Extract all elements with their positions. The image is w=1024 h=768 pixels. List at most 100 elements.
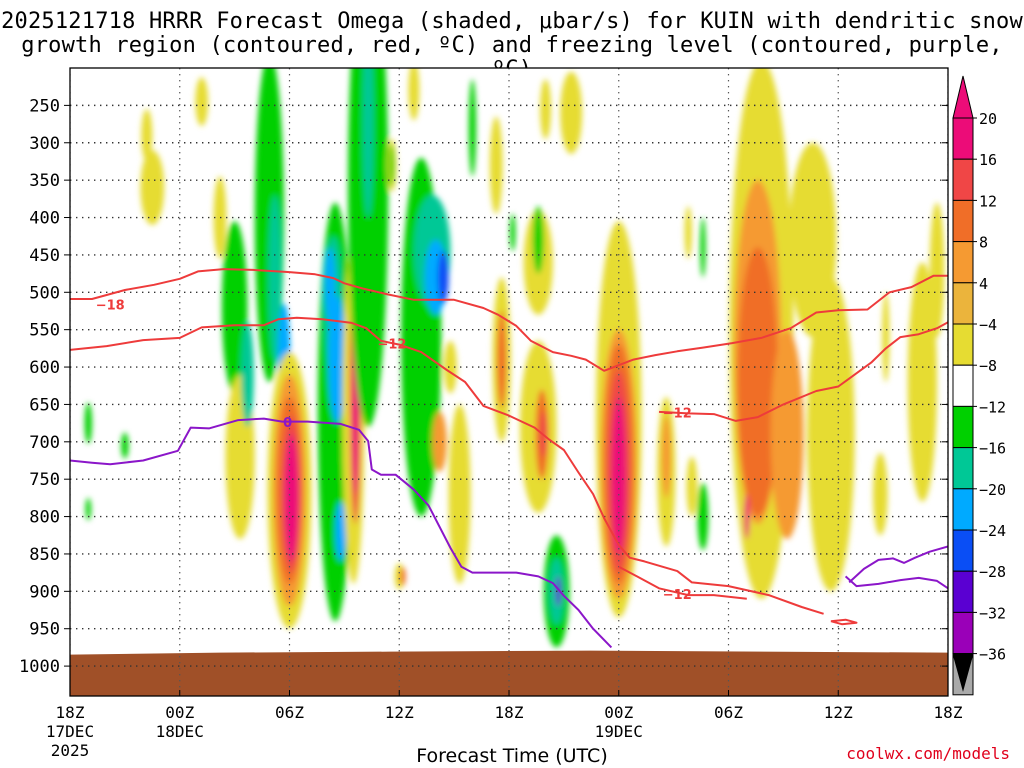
x-tick-year-0: 2025 [51,741,90,760]
omega-cell-0 [84,402,92,444]
omega-cell-60 [611,396,627,554]
x-tick-label-30: 00Z [604,703,633,722]
x-tick-label-24: 18Z [495,703,524,722]
y-axis: 250 300 350 400 450 500 550 600 650 700 750 800 850 9… [19,96,948,677]
colorbar-swatch-7 [952,405,974,449]
dendritic-contour-4 [830,618,858,626]
colorbar-label-2: 12 [979,192,997,210]
terrain-fill [70,650,948,696]
omega-cell-6 [213,176,227,259]
colorbar: 20 16 12 8 4 −4 −8 −12 −16 −20 −24 −28 −32 −36 [952,75,1006,696]
omega-cell-35 [437,251,449,304]
colorbar-swatch-12 [952,611,974,655]
omega-cell-17 [284,434,299,562]
omega-cell-77 [929,202,945,338]
y-tick-label-300: 300 [29,134,60,154]
omega-cell-4 [140,150,165,225]
omega-cell-9 [241,322,254,427]
colorbar-swatch-11 [952,570,974,613]
freezing-contour-2 [844,575,948,590]
omega-cell-75 [882,292,890,382]
omega-blobs [84,68,945,648]
omega-cell-69 [737,247,778,517]
x-tick-label-6: 00Z [165,703,194,722]
omega-cell-45 [509,213,516,252]
freezing-contour-0-label: 0 [283,416,292,431]
omega-cell-62 [661,415,671,498]
colorbar-swatch-9 [952,488,974,531]
y-tick-label-800: 800 [29,508,60,528]
omega-cell-52 [560,71,583,154]
omega-cell-3 [141,109,153,162]
omega-cell-65 [700,217,706,278]
chart-title-line1: 2025121718 HRRR Forecast Omega (shaded, … [1,9,1023,34]
dendritic-contour-3-label: −12 [663,588,692,603]
y-tick-label-700: 700 [29,433,60,453]
x-tick-date-0: 17DEC [46,722,94,741]
terrain-layer [70,650,948,696]
colorbar-swatch-0 [952,117,974,160]
dendritic-contour-3 [618,565,747,600]
colorbar-swatch-6 [952,364,974,407]
y-tick-label-650: 650 [29,395,60,415]
y-tick-label-750: 750 [29,470,60,490]
y-tick-label-350: 350 [29,171,60,191]
colorbar-label-13: −36 [979,646,1006,664]
y-tick-label-450: 450 [29,246,60,266]
omega-cell-22 [324,247,336,323]
colorbar-label-3: 8 [979,234,988,252]
contours: −18 −12 −12 −12 0 [70,268,948,649]
x-axis-title: Forecast Time (UTC) [416,745,608,767]
colorbar-swatch-10 [952,529,974,572]
omega-cell-38 [432,411,447,472]
omega-cell-70 [744,494,750,539]
colorbar-label-7: −12 [979,398,1006,416]
omega-cell-74 [873,453,888,536]
x-tick-label-12: 06Z [275,703,304,722]
colorbar-label-11: −28 [979,563,1006,581]
colorbar-label-4: 4 [979,275,988,293]
chart-title-line2: growth region (contoured, red, ºC) and f… [21,33,1003,82]
dendritic-contour-0-label: −18 [96,299,125,314]
y-tick-label-850: 850 [29,545,60,565]
freezing-contour-0 [70,417,613,649]
omega-cell-30 [389,144,395,186]
omega-cell-41 [468,79,477,177]
x-tick-date-6: 18DEC [156,722,204,741]
colorbar-swatch-8 [952,447,974,490]
omega-cell-44 [497,310,507,409]
omega-cell-63 [686,456,698,517]
colorbar-label-6: −8 [979,357,997,375]
y-tick-label-250: 250 [29,96,60,116]
dendritic-contour-1 [70,316,824,615]
freezing-contour-1 [848,545,948,584]
omega-cell-5 [195,77,209,126]
omega-cell-40 [448,404,471,584]
omega-cell-21 [335,501,347,562]
colorbar-swatch-1 [952,158,974,201]
omega-cell-72 [807,277,855,592]
omega-cell-37 [400,567,406,586]
y-tick-label-400: 400 [29,209,60,229]
omega-cell-51 [540,79,552,140]
omega-cell-76 [907,262,938,502]
omega-cell-28 [362,68,374,218]
colorbar-swatch-3 [952,241,974,284]
dendritic-contour-2-label: −12 [663,406,692,421]
colorbar-bottom-arrow [952,653,974,692]
x-tick-label-0: 18Z [56,703,85,722]
omega-cell-64 [697,482,709,551]
omega-cell-42 [489,116,503,214]
colorbar-label-8: −16 [979,440,1006,458]
x-tick-label-48: 18Z [934,703,963,722]
y-tick-label-950: 950 [29,620,60,640]
colorbar-label-5: −4 [979,316,997,334]
omega-cell-1 [85,497,92,521]
colorbar-top-arrow [952,75,974,119]
dendritic-contour-2 [658,321,948,422]
omega-cell-73 [770,329,804,539]
omega-cell-27 [348,68,389,427]
omega-cell-55 [555,576,562,607]
